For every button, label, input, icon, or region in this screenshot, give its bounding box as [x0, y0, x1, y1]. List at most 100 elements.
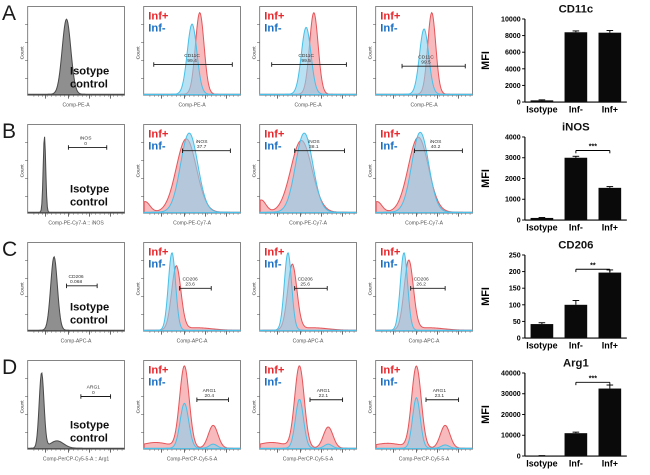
x-axis-label: Comp-PerCP-Cy5-5-A [167, 456, 218, 462]
count-axis-label: Count [136, 282, 142, 296]
bar-isotype [530, 100, 554, 103]
y-tick-label: 30000 [501, 391, 521, 398]
bar-inf+ [598, 32, 622, 103]
y-tick-label: 10000 [501, 433, 521, 440]
y-tick-label: 40000 [501, 370, 521, 377]
row-b: B iNOS 0 Count Comp-PE-Cy7-A :: iNOS Isot… [2, 120, 650, 238]
count-axis-label: Count [252, 400, 258, 414]
gate-percentage: 23.1 [435, 393, 445, 399]
gate-percentage: 99.5 [301, 58, 311, 64]
bar-inf+ [598, 187, 622, 221]
legend-inf-plus: Inf+ [380, 364, 401, 376]
row-label-a: A [2, 2, 17, 25]
flow-panel-c2: CD206 23.6 Count Comp-APC-A Inf+ Inf- [133, 238, 243, 347]
count-axis-label: Count [368, 164, 374, 178]
y-tick-label: 6000 [505, 50, 521, 57]
bar-inf+ [598, 388, 622, 457]
x-category-label: Isotype [526, 104, 557, 114]
count-axis-label: Count [136, 400, 142, 414]
x-category-label: Inf+ [602, 222, 618, 232]
flow-panel-d1: ARG1 0 Count Comp-PerCP-Cy5-5-A :: Arg1 I… [17, 356, 127, 465]
x-axis-label: Comp-PerCP-Cy5-5-A [399, 456, 450, 462]
y-tick-label: 1000 [505, 197, 521, 204]
y-tick-label: 50 [513, 319, 521, 326]
isotype-label-line2: control [70, 315, 108, 327]
legend-inf-plus: Inf+ [148, 128, 169, 140]
y-tick-label: 2000 [505, 83, 521, 90]
gate-name: iNOS [196, 139, 208, 145]
gate-name: ARG1 [433, 388, 447, 394]
gate-percentage: 99.5 [421, 60, 431, 66]
legend-inf-plus: Inf+ [264, 246, 285, 258]
flow-panel-b4: iNOS 40.2 Count Comp-PE-Cy7-A Inf+ Inf- [365, 120, 475, 229]
bar-isotype [530, 217, 554, 221]
flow-panel-d3: ARG1 22.1 Count Comp-PerCP-Cy5-5-A Inf+ I… [249, 356, 359, 465]
y-tick-label: 0 [517, 217, 521, 224]
isotype-label-line1: Isotype [70, 183, 109, 195]
bar-chart-content: 0 1000 2000 3000 4000 Isotype Inf- Inf+ *** [505, 134, 627, 232]
plot-frame [27, 6, 125, 96]
x-category-label: Inf- [569, 458, 583, 468]
bar-chart-svg: 0 1000 2000 3000 4000 Isotype Inf- Inf+ *** iNOS… [481, 121, 627, 232]
legend-inf-minus: Inf- [380, 141, 398, 153]
count-axis-label: Count [20, 400, 26, 414]
count-axis-label: Count [252, 282, 258, 296]
flow-histogram-isotype: Count Comp-PE-A Isotype control [20, 6, 125, 108]
y-axis-label: MFI [481, 51, 492, 70]
gate-name: CD11C [418, 54, 434, 60]
flow-panel-c3: CD206 25.6 Count Comp-APC-A Inf+ Inf- [249, 238, 359, 347]
flow-panel-a1: Count Comp-PE-A Isotype control [17, 2, 127, 111]
y-tick-label: 0 [517, 335, 521, 342]
y-tick-label: 100 [509, 302, 521, 309]
y-tick-label: 10000 [501, 16, 521, 23]
bar-inf- [564, 304, 588, 339]
flow-panel-c4: CD206 26.2 Count Comp-APC-A Inf+ Inf- [365, 238, 475, 347]
legend-inf-minus: Inf- [264, 22, 282, 34]
chart-title: CD206 [558, 239, 593, 251]
gate-name: ARG1 [203, 388, 217, 394]
gate-name: iNOS [308, 139, 320, 145]
legend-inf-minus: Inf- [264, 259, 282, 271]
bar-chart-content: 0 50 100 150 200 250 Isotype Inf- Inf+ ** [509, 252, 627, 350]
isotype-label-line2: control [70, 197, 108, 209]
y-tick-label: 4000 [505, 66, 521, 73]
x-axis-label: Comp-APC-A [61, 338, 92, 344]
bar-inf- [564, 157, 588, 221]
gate-name: iNOS [80, 136, 92, 142]
count-axis-label: Count [368, 400, 374, 414]
legend-inf-plus: Inf+ [264, 128, 285, 140]
row-a: A Count Comp-PE-A Isotype control CD11C 9… [2, 2, 650, 120]
x-axis-label: Comp-PE-Cy7-A [289, 220, 327, 226]
count-axis-label: Count [20, 164, 26, 178]
chart-title: CD11c [559, 3, 594, 15]
bar-chart-cd11c: 0 2000 4000 6000 8000 10000 Isotype Inf- Inf+ CD… [481, 2, 633, 119]
y-tick-label: 3000 [505, 155, 521, 162]
x-category-label: Inf+ [602, 458, 618, 468]
flow-panel-c1: CD206 0.068 Count Comp-APC-A Isotype cont… [17, 238, 127, 347]
flow-panel-a4: CD11C 99.5 Count Comp-PE-A Inf+ Inf- [365, 2, 475, 111]
gate-name: CD206 [298, 277, 313, 283]
x-axis-label: Comp-PE-A [179, 102, 207, 108]
